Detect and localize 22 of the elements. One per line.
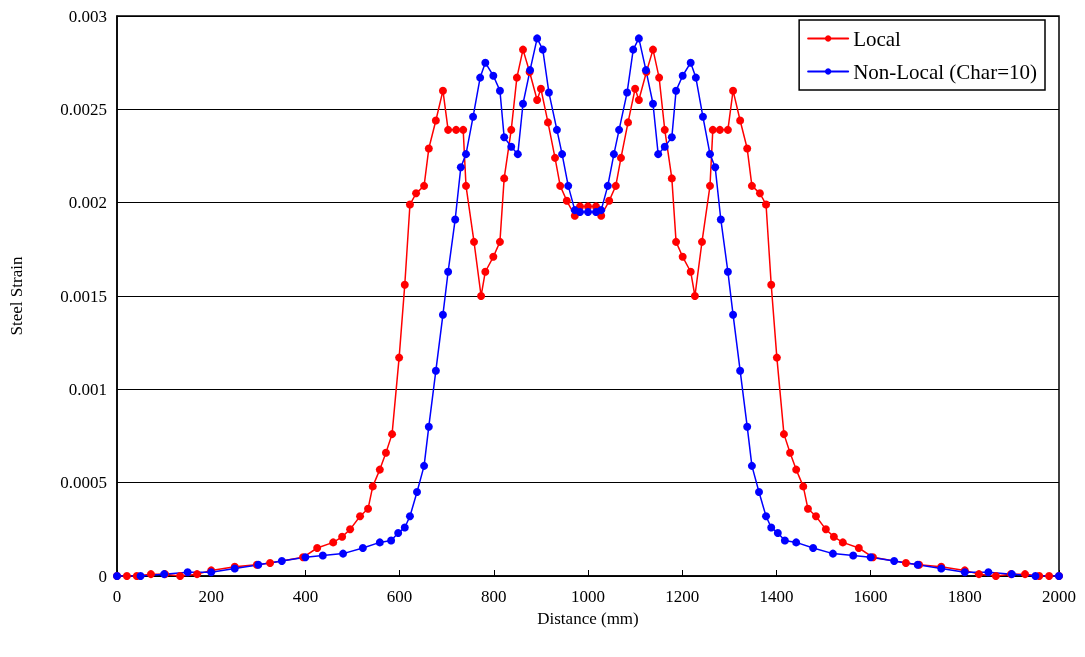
- x-tick-label: 2000: [1042, 587, 1076, 606]
- y-axis-title: Steel Strain: [7, 256, 26, 336]
- y-tick-label: 0.002: [68, 193, 107, 213]
- x-tick-label: 200: [198, 587, 224, 606]
- x-tick-label: 1000: [571, 587, 605, 606]
- x-axis-title: Distance (mm): [537, 608, 639, 628]
- legend-label: Non-Local (Char=10): [853, 59, 1038, 84]
- x-tick-label: 1200: [665, 587, 700, 606]
- y-tick-label: 0.003: [68, 6, 107, 26]
- legend-label: Local: [853, 26, 902, 51]
- x-tick-label: 1600: [853, 587, 888, 606]
- x-tick-label: 400: [292, 587, 319, 606]
- y-tick-label: 0.0015: [60, 286, 107, 306]
- y-tick-label: 0: [98, 566, 107, 586]
- x-tick-label: 1800: [947, 587, 982, 606]
- y-tick-label: 0.0025: [60, 99, 107, 119]
- x-tick-label: 800: [481, 587, 507, 606]
- y-tick-label: 0.0005: [60, 473, 107, 493]
- x-tick-label: 600: [386, 587, 413, 606]
- y-tick-label: 0.001: [68, 379, 107, 399]
- x-tick-label: 0: [112, 587, 122, 606]
- x-tick-label: 1400: [759, 587, 794, 606]
